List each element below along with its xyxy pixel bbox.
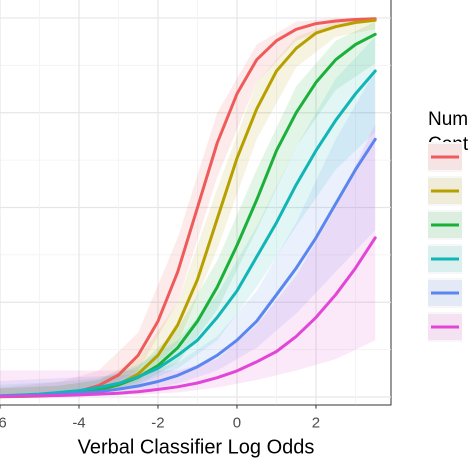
axis: -6 -4 -2 0 2 [0,404,320,432]
x-tick-label: 0 [233,415,241,432]
x-tick-label: -6 [0,415,7,432]
confidence-band [0,36,376,397]
legend [428,142,462,342]
confidence-band [0,18,376,397]
confidence-band [0,124,376,397]
x-axis-title: Verbal Classifier Log Odds [78,436,315,458]
x-tick-label: 2 [312,415,320,432]
x-tick-label: -2 [151,415,164,432]
x-tick-label: -4 [72,415,85,432]
confidence-band [0,71,376,397]
panel [0,0,392,406]
series-line [0,236,377,399]
lines [0,17,377,399]
legend-title: Num [428,109,468,130]
